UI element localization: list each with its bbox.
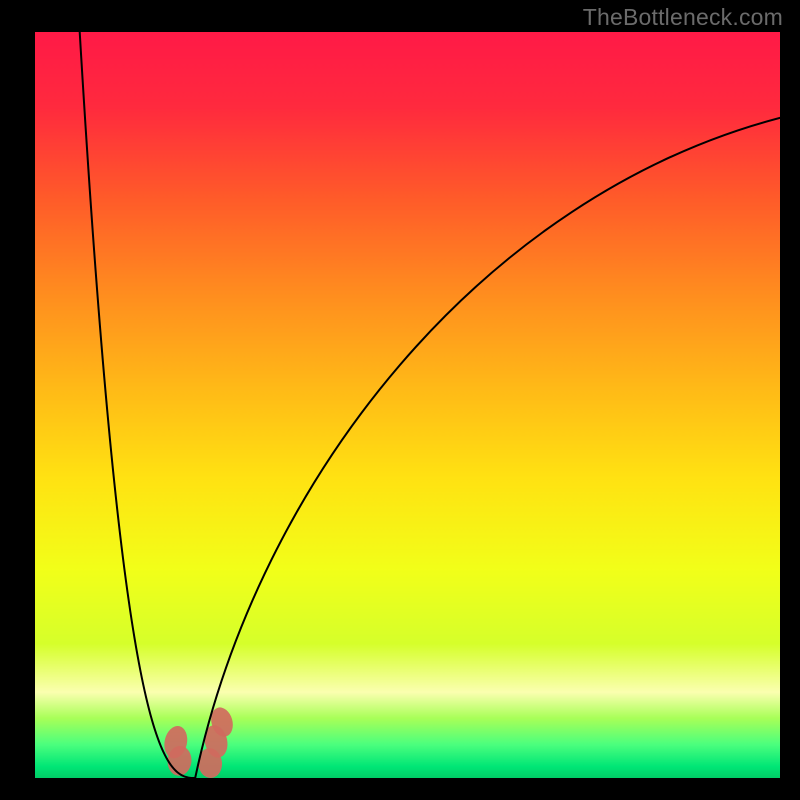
gradient-background bbox=[35, 32, 780, 778]
plot-area bbox=[35, 32, 780, 778]
watermark-text: TheBottleneck.com bbox=[583, 4, 783, 31]
root-container: TheBottleneck.com bbox=[0, 0, 800, 800]
